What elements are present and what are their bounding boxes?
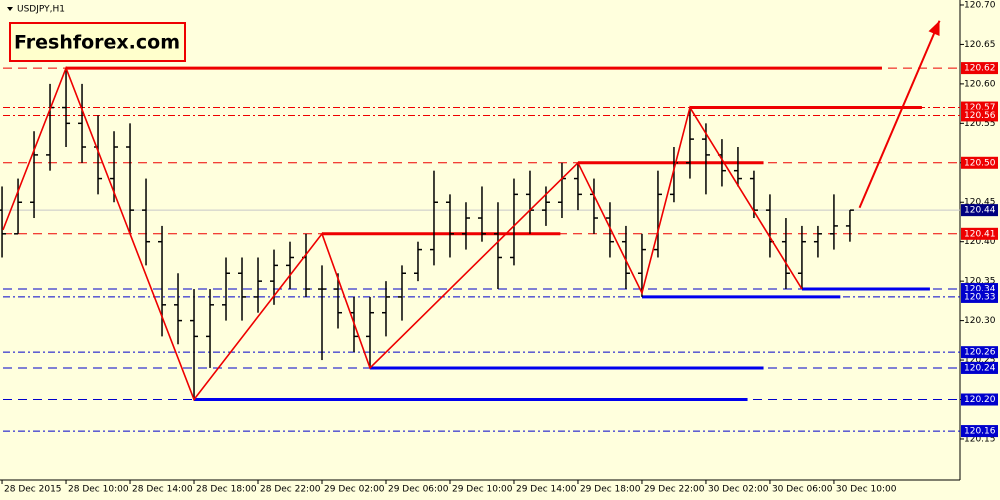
level-label-box — [961, 227, 998, 240]
x-tick-label: 29 Dec 22:00 — [644, 485, 705, 495]
level-label: 120.50 — [964, 158, 996, 168]
watermark: Freshforex.com — [14, 32, 180, 54]
level-label: 120.62 — [964, 64, 996, 74]
x-tick-label: 29 Dec 14:00 — [516, 485, 577, 495]
y-tick-label: 120.15 — [964, 434, 996, 444]
level-label: 120.16 — [964, 427, 996, 437]
y-tick-label: 120.25 — [964, 356, 996, 366]
y-tick-label: 120.45 — [964, 198, 996, 208]
x-tick-label: 29 Dec 06:00 — [388, 485, 449, 495]
x-tick-label: 29 Dec 10:00 — [452, 485, 513, 495]
level-label: 120.56 — [964, 111, 996, 121]
x-tick-label: 30 Dec 06:00 — [772, 485, 833, 495]
level-label-box — [961, 425, 998, 438]
arrow-shaft — [858, 20, 941, 209]
level-label-box — [961, 62, 998, 75]
level-label-box — [961, 346, 998, 359]
y-tick-label: 120.70 — [964, 0, 996, 10]
level-label: 120.20 — [964, 395, 996, 405]
x-tick-label: 29 Dec 02:00 — [324, 485, 385, 495]
y-tick-label: 120.30 — [964, 316, 996, 326]
level-label: 120.33 — [964, 292, 996, 302]
level-label: 120.41 — [964, 229, 996, 239]
chart-title: USDJPY,H1 — [17, 5, 65, 15]
x-tick-label: 29 Dec 18:00 — [580, 485, 641, 495]
zigzag — [2, 65, 803, 402]
level-label: 120.26 — [964, 348, 996, 358]
y-tick-label: 120.40 — [964, 237, 996, 247]
level-label-box — [961, 361, 998, 374]
y-tick-label: 120.60 — [964, 79, 996, 89]
level-label-box — [961, 109, 998, 122]
arrow-head — [928, 20, 940, 36]
x-tick-label: 30 Dec 02:00 — [708, 485, 769, 495]
x-tick-label: 28 Dec 18:00 — [196, 485, 257, 495]
x-tick-label: 30 Dec 10:00 — [836, 485, 897, 495]
x-tick-label: 28 Dec 10:00 — [68, 485, 129, 495]
level-label: 120.34 — [964, 285, 996, 295]
y-tick-label: 120.35 — [964, 277, 996, 287]
y-tick-label: 120.65 — [964, 40, 996, 50]
x-tick-label: 28 Dec 22:00 — [260, 485, 321, 495]
level-label-box — [961, 204, 998, 217]
level-label: 120.24 — [964, 363, 996, 373]
level-label-box — [961, 156, 998, 169]
level-label-box — [961, 393, 998, 406]
x-tick-label: 28 Dec 2015 — [4, 485, 62, 495]
level-label-box — [961, 290, 998, 303]
menu-icon — [7, 7, 13, 11]
level-label: 120.57 — [964, 103, 996, 113]
level-label: 120.44 — [964, 206, 996, 216]
watermark-box — [9, 22, 186, 62]
x-tick-label: 28 Dec 14:00 — [132, 485, 193, 495]
y-tick-label: 120.55 — [964, 119, 996, 129]
